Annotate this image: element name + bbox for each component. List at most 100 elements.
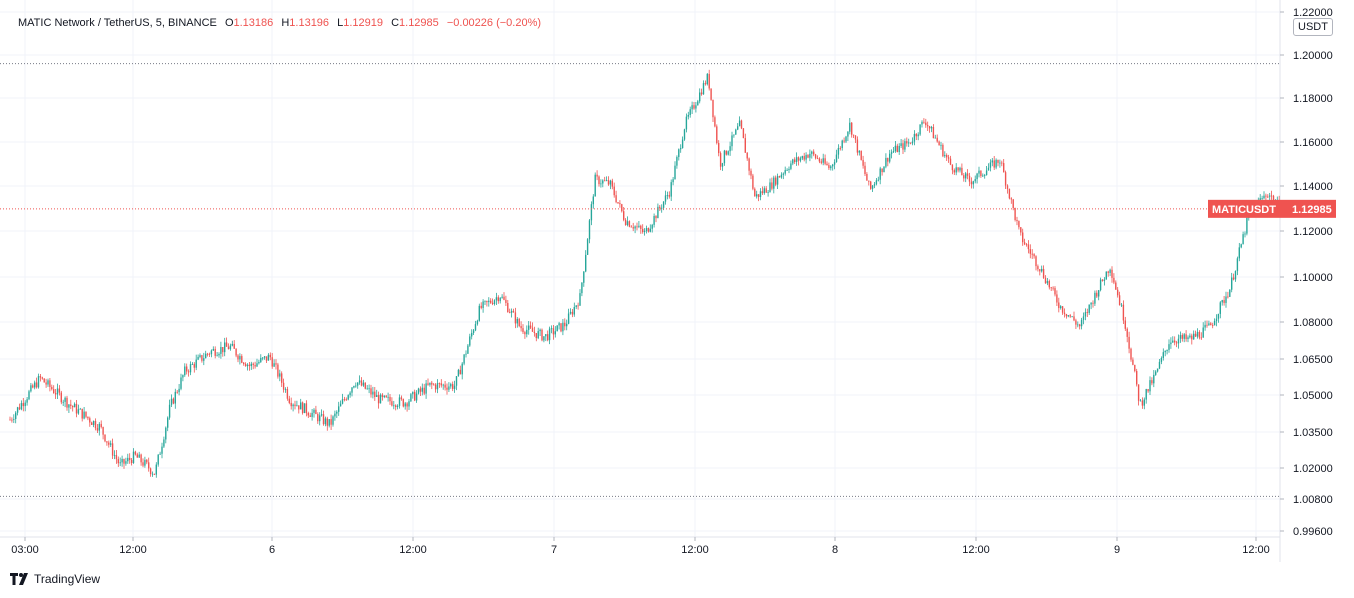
candle-body bbox=[1187, 337, 1189, 340]
candle-body bbox=[1263, 195, 1265, 199]
candle-body bbox=[613, 186, 615, 196]
candle-body bbox=[723, 150, 726, 164]
candle-body bbox=[883, 166, 885, 173]
candle-body bbox=[818, 158, 821, 162]
candle-body bbox=[195, 359, 197, 368]
candle-body bbox=[41, 377, 43, 379]
candle-body bbox=[1164, 351, 1166, 353]
candle-body bbox=[592, 196, 594, 205]
candle-body bbox=[816, 158, 819, 159]
candle-body bbox=[577, 305, 579, 307]
candle-body bbox=[1090, 302, 1092, 305]
candle-body bbox=[1082, 316, 1085, 320]
candle-body bbox=[9, 419, 11, 421]
candle-body bbox=[465, 353, 467, 355]
candle-body bbox=[583, 271, 585, 283]
candle-body bbox=[288, 398, 290, 403]
candle-body bbox=[300, 402, 302, 410]
candle-body bbox=[619, 203, 621, 205]
candle-body bbox=[984, 175, 986, 176]
candle-body bbox=[398, 397, 401, 406]
candle-body bbox=[1012, 199, 1014, 208]
candle-body bbox=[1010, 198, 1012, 200]
candle-body bbox=[1037, 266, 1039, 270]
candle-body bbox=[949, 158, 952, 165]
candle-body bbox=[1215, 318, 1218, 322]
time-tick-label: 8 bbox=[832, 544, 838, 556]
candle-body bbox=[957, 167, 959, 171]
candle-body bbox=[22, 403, 24, 407]
candle-body bbox=[1041, 268, 1043, 272]
candle-body bbox=[898, 145, 900, 153]
candle-body bbox=[560, 323, 562, 332]
candle-body bbox=[680, 148, 682, 150]
price-unit-badge[interactable]: USDT bbox=[1293, 18, 1333, 36]
time-tick-label: 7 bbox=[551, 544, 557, 556]
candle-body bbox=[1246, 217, 1248, 234]
candle-body bbox=[997, 159, 999, 163]
time-axis[interactable]: 03:00 12:00 6 12:00 7 12:00 8 12:00 9 12:00 bbox=[0, 536, 1280, 556]
candle-body bbox=[1118, 295, 1121, 306]
candle-body bbox=[1067, 315, 1069, 317]
candle-body bbox=[1217, 313, 1220, 319]
candle-body bbox=[1267, 196, 1269, 198]
candle-body bbox=[1137, 384, 1140, 401]
candle-body bbox=[1175, 342, 1178, 344]
symbol-title[interactable]: MATIC Network / TetherUS, 5, BINANCE bbox=[18, 17, 217, 29]
candle-body bbox=[930, 127, 933, 129]
candle-body bbox=[47, 380, 49, 385]
candle-body bbox=[776, 176, 779, 185]
candle-body bbox=[235, 348, 237, 356]
candle-body bbox=[111, 443, 114, 456]
candle-body bbox=[706, 73, 708, 85]
candle-body bbox=[746, 152, 748, 159]
candle-body bbox=[1117, 289, 1119, 296]
candle-body bbox=[547, 334, 549, 341]
candle-body bbox=[1023, 242, 1026, 245]
candle-body bbox=[20, 403, 23, 410]
candle-body bbox=[263, 356, 266, 358]
reference-lines bbox=[0, 63, 1280, 497]
candle-body bbox=[524, 332, 526, 335]
candle-body bbox=[674, 165, 676, 180]
candle-body bbox=[543, 336, 545, 341]
candle-body bbox=[153, 473, 156, 475]
candle-body bbox=[871, 185, 874, 189]
candle-body bbox=[134, 451, 137, 455]
candle-body bbox=[26, 399, 28, 403]
candle-body bbox=[216, 355, 218, 357]
tradingview-branding[interactable]: TradingView bbox=[10, 572, 100, 586]
candle-body bbox=[1086, 312, 1088, 313]
time-tick-label: 9 bbox=[1114, 544, 1120, 556]
candle-body bbox=[1035, 256, 1037, 267]
candle-body bbox=[252, 363, 254, 366]
candle-body bbox=[1196, 331, 1199, 337]
candle-body bbox=[225, 342, 228, 347]
price-tick-label: 1.10000 bbox=[1293, 272, 1333, 284]
candle-body bbox=[904, 141, 906, 150]
price-axis[interactable]: 1.22000 1.20000 1.18000 1.16000 1.14000 1.120… bbox=[1279, 0, 1333, 562]
candle-body bbox=[659, 206, 661, 209]
candle-body bbox=[617, 202, 619, 204]
candle-body bbox=[1210, 323, 1212, 326]
candle-body bbox=[294, 404, 296, 406]
candle-body bbox=[94, 420, 97, 429]
candle-body bbox=[119, 462, 121, 464]
candle-body bbox=[564, 322, 566, 327]
price-tick-label: 1.12000 bbox=[1293, 226, 1333, 238]
candle-body bbox=[459, 369, 461, 375]
candle-body bbox=[835, 154, 838, 163]
candle-body bbox=[611, 180, 613, 187]
candle-body bbox=[1156, 368, 1159, 372]
candle-body bbox=[1193, 333, 1195, 340]
candle-body bbox=[438, 383, 441, 384]
price-tick-label: 1.16000 bbox=[1293, 137, 1333, 149]
candle-body bbox=[224, 342, 226, 353]
candle-body bbox=[148, 462, 150, 469]
candle-body bbox=[1185, 334, 1187, 340]
candle-body bbox=[155, 464, 157, 475]
candle-body bbox=[799, 158, 802, 161]
candle-body bbox=[338, 406, 340, 412]
candle-body bbox=[136, 454, 138, 458]
